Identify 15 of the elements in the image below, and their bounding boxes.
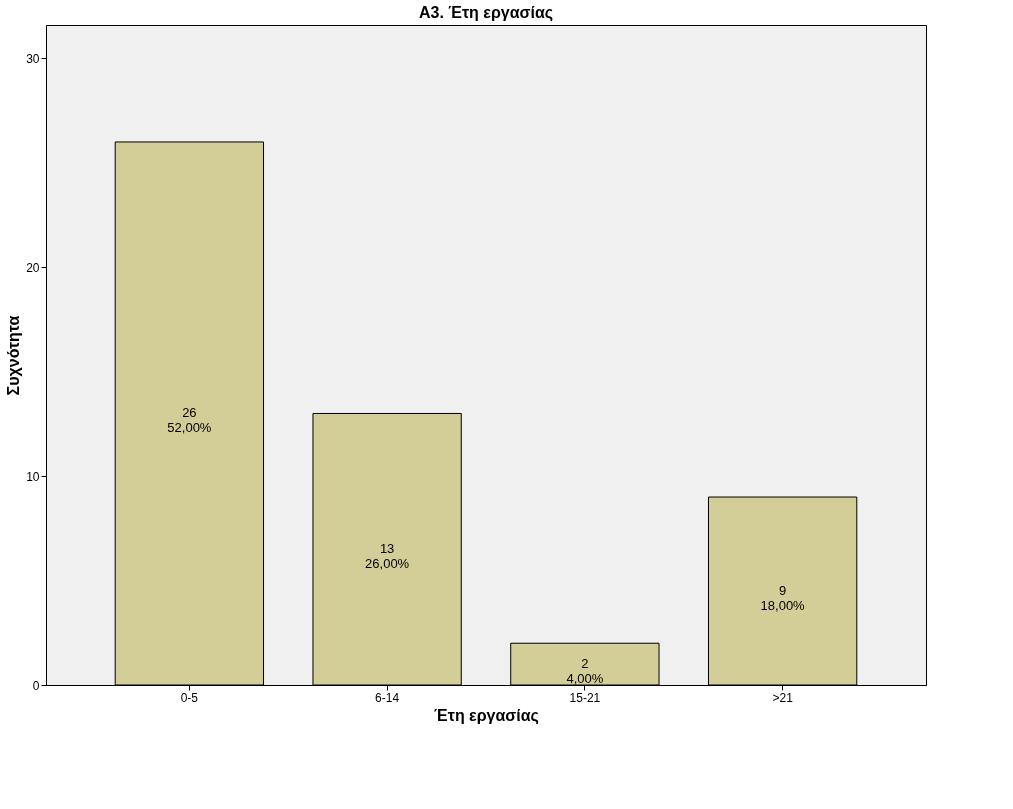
x-tick-label: >21: [772, 690, 794, 705]
data-label: 26 52,00%: [167, 405, 212, 436]
y-tick-label: 0: [32, 678, 40, 693]
y-tick-label: 20: [26, 260, 40, 275]
x-axis-title: Έτη εργασίας: [434, 706, 539, 725]
x-tick-label: 15-21: [569, 690, 601, 705]
data-label: 2 4,00%: [566, 656, 604, 687]
y-tick-label: 30: [26, 51, 40, 66]
x-tick-label: 0-5: [180, 690, 199, 705]
chart-title: A3. Έτη εργασίας: [418, 4, 554, 22]
data-label: 9 18,00%: [760, 583, 806, 614]
data-label: 13 26,00%: [365, 541, 410, 572]
y-axis-title: Συχνότητα: [5, 315, 23, 396]
x-tick-label: 6-14: [375, 690, 400, 705]
y-tick-label: 10: [26, 469, 40, 484]
